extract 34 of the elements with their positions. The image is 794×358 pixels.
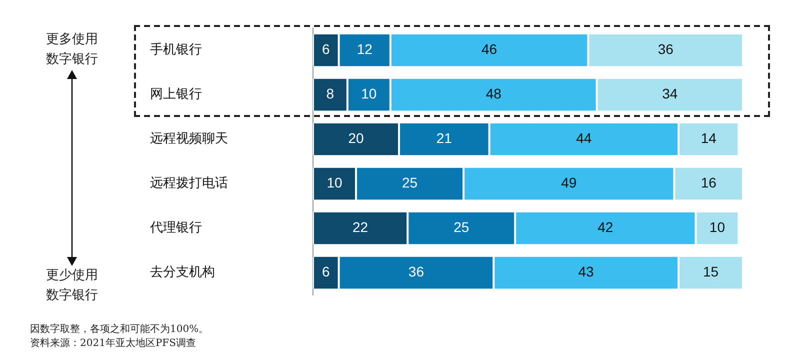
data-label: 14 [700,130,717,146]
data-label: 10 [709,219,726,236]
y-tick-label: 网上银行 [150,87,202,102]
data-label: 22 [352,219,368,236]
data-label: 21 [436,130,452,146]
data-label: 6 [322,264,330,280]
text: 更多使用数字银行 [45,31,99,69]
data-label: 49 [561,174,577,191]
y-tick-label: 去分支机构 [150,265,215,280]
data-label: 34 [662,86,678,102]
text: 更少使用数字银行 [45,267,99,305]
data-label: 42 [598,219,614,236]
data-label: 25 [454,219,470,236]
y-tick-label: 远程视频聊天 [150,132,228,147]
y-tick-label: 代理银行 [149,220,202,236]
data-label: 48 [486,86,502,102]
text: 资料来源：2021年亚太地区PFS调查 [30,336,196,350]
data-label: 10 [361,86,377,102]
data-label: 25 [402,174,418,191]
data-label: 43 [578,264,594,280]
data-label: 44 [576,130,592,146]
data-label: 10 [326,174,342,191]
data-label: 36 [658,41,674,58]
y-tick-label: 手机银行 [150,42,202,58]
data-label: 6 [322,41,330,58]
data-label: 46 [482,41,498,58]
data-label: 12 [356,41,373,58]
data-label: 36 [408,264,424,280]
data-label: 8 [326,86,334,102]
text: 因数字取整，各项之和可能不为100%。 [30,322,209,336]
data-label: 15 [702,264,719,280]
data-label: 20 [348,130,364,146]
y-tick-label: 远程拨打电话 [150,176,228,192]
data-label: 16 [700,174,717,191]
